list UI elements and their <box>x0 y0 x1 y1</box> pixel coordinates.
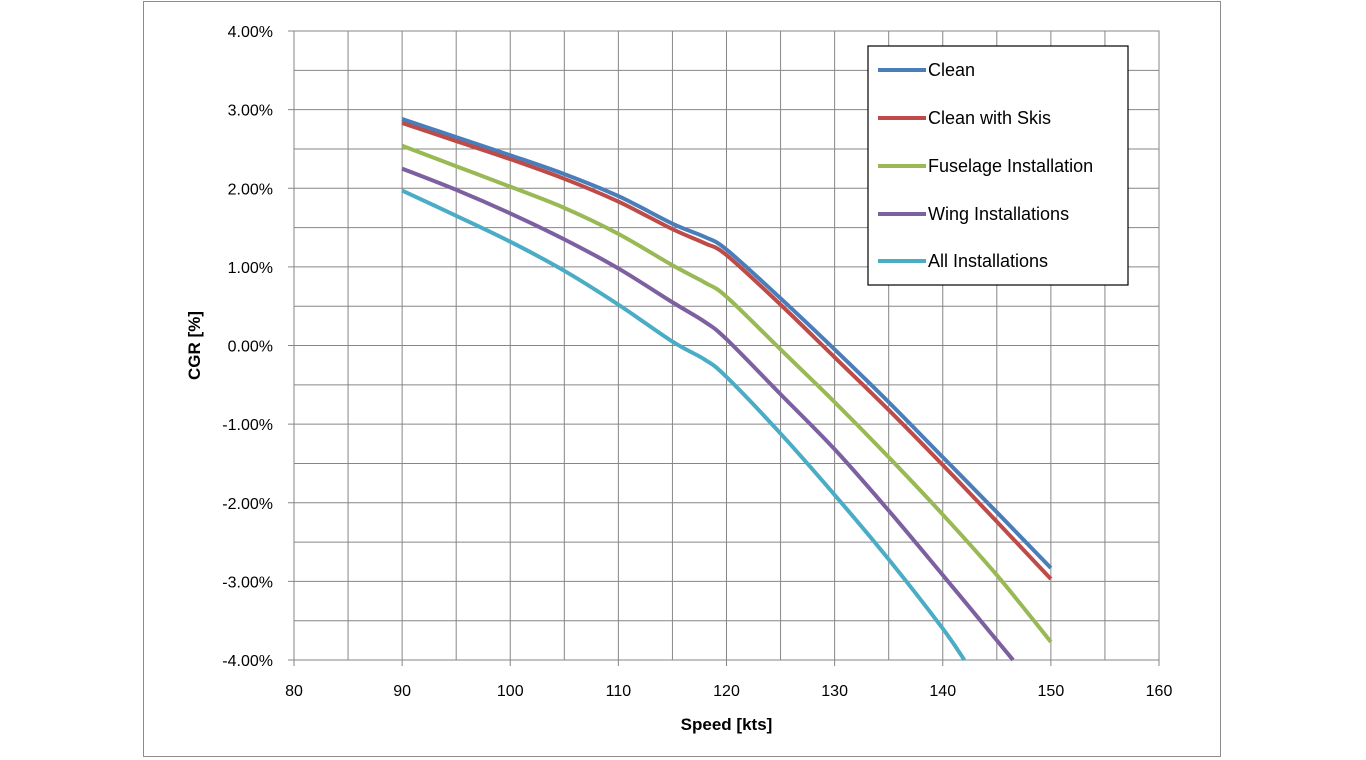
x-tick-label: 150 <box>1038 683 1065 700</box>
legend: Clean Clean with Skis Fuselage Installatio… <box>867 45 1129 286</box>
x-tick-label: 130 <box>821 683 848 700</box>
x-tick-label: 140 <box>929 683 956 700</box>
y-tick-label: 4.00% <box>228 24 273 41</box>
y-tick-label: -1.00% <box>222 417 273 434</box>
x-axis-title: Speed [kts] <box>681 715 773 734</box>
y-tick-label: 3.00% <box>228 103 273 120</box>
legend-item: Fuselage Installation <box>878 156 1093 176</box>
legend-label: Clean with Skis <box>928 108 1051 128</box>
legend-item: Wing Installations <box>878 204 1069 224</box>
y-axis-title: CGR [%] <box>185 311 204 380</box>
legend-item: All Installations <box>878 251 1048 271</box>
series-line-clean <box>401 117 1053 570</box>
legend-item: Clean with Skis <box>878 108 1051 128</box>
series-line-wing-installations <box>401 166 1015 662</box>
y-tick-label: 2.00% <box>228 181 273 198</box>
line-chart: 4.00% 3.00% 2.00% 1.00% 0.00% -1.00% -2.00% -3.… <box>185 24 1172 734</box>
legend-item: Clean <box>878 60 975 80</box>
x-tick-label: 100 <box>497 683 524 700</box>
series-lines <box>401 117 1053 662</box>
x-axis-tick-labels: 80 90 100 110 120 130 140 150 160 <box>285 683 1172 700</box>
plot-area-border <box>293 30 1160 661</box>
x-tick-label: 110 <box>606 683 632 700</box>
y-tick-label: -3.00% <box>222 574 273 591</box>
x-tick-label: 80 <box>285 683 303 700</box>
series-line-all-installations <box>401 188 967 662</box>
legend-label: Clean <box>928 60 975 80</box>
x-tick-label: 160 <box>1146 683 1173 700</box>
legend-label: Wing Installations <box>928 204 1069 224</box>
y-tick-label: -4.00% <box>222 653 273 670</box>
series-line-clean-with-skis <box>401 121 1053 581</box>
x-tick-label: 120 <box>713 683 740 700</box>
y-tick-label: 1.00% <box>228 260 273 277</box>
y-tick-label: 0.00% <box>228 339 273 356</box>
x-tick-label: 90 <box>393 683 411 700</box>
y-tick-label: -2.00% <box>222 496 273 513</box>
y-axis-tick-labels: 4.00% 3.00% 2.00% 1.00% 0.00% -1.00% -2.00% -3.… <box>222 24 273 670</box>
series-line-fuselage-installation <box>401 143 1053 644</box>
chart-frame: 4.00% 3.00% 2.00% 1.00% 0.00% -1.00% -2.00% -3.… <box>143 1 1221 757</box>
legend-label: Fuselage Installation <box>928 156 1093 176</box>
legend-label: All Installations <box>928 251 1048 271</box>
